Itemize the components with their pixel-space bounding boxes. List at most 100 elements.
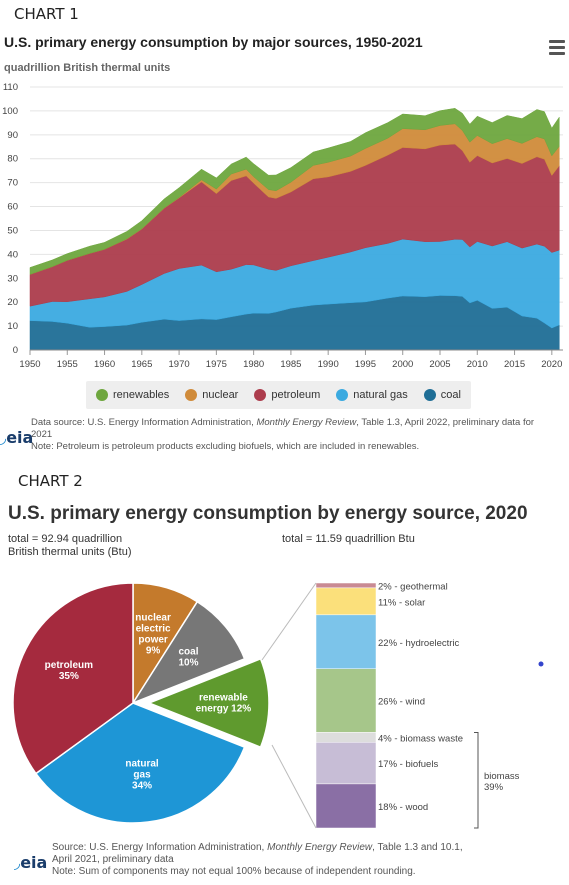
bar-segment-label: 17% - biofuels: [378, 759, 438, 770]
connector-line-bottom: [271, 744, 317, 829]
pie-slice-renewable-energy: [146, 657, 270, 749]
y-tick-label: 90: [7, 130, 18, 141]
pie-label: natural: [125, 758, 159, 769]
eia-logo: ◞eia: [0, 428, 34, 447]
legend-item-nuclear[interactable]: nuclear: [185, 389, 238, 401]
x-tick-label: 2015: [504, 359, 525, 370]
legend-item-natural-gas[interactable]: natural gas: [336, 389, 408, 401]
y-tick-label: 40: [7, 249, 18, 260]
x-tick-label: 1950: [19, 359, 40, 370]
y-tick-label: 30: [7, 273, 18, 284]
eia-logo-2: ◞eia: [14, 853, 48, 872]
legend-label-coal: coal: [440, 389, 461, 401]
pie-label: gas: [133, 769, 151, 780]
bar-segment-biofuels: [315, 742, 377, 785]
y-tick-label: 20: [7, 297, 18, 308]
chart2-source-publication: Monthly Energy Review: [267, 842, 373, 853]
biomass-bracket: [474, 731, 479, 829]
y-tick-label: 60: [7, 202, 18, 213]
chart1-note: Note: Petroleum is petroleum products ex…: [31, 441, 420, 452]
bar-segment-label: 18% - wood: [378, 802, 428, 813]
petroleum-swatch: [254, 389, 267, 401]
y-tick-label: 80: [7, 154, 18, 165]
stray-dot: [538, 661, 544, 667]
x-tick-label: 1975: [206, 359, 227, 370]
chart2-source: Source: U.S. Energy Information Administ…: [52, 842, 552, 878]
pie-label: 10%: [178, 658, 198, 669]
x-tick-label: 2005: [429, 359, 450, 370]
bar-segment-label: 11% - solar: [378, 597, 425, 608]
chart2-source-suffix: , Table 1.3 and 10.1,: [372, 842, 463, 853]
bar-segment-geothermal: [315, 582, 377, 589]
legend-label-renewables: renewables: [113, 389, 170, 401]
pie-label: energy 12%: [196, 704, 252, 715]
bar-segment-label: 22% - hydroelectric: [378, 638, 460, 649]
x-tick-label: 1995: [355, 359, 376, 370]
total-left-line1: total = 92.94 quadrillion: [8, 533, 123, 545]
y-tick-label: 10: [7, 321, 18, 332]
chart1-title: U.S. primary energy consumption by major…: [4, 34, 423, 50]
pie-label: power: [138, 634, 168, 645]
x-tick-label: 2000: [392, 359, 413, 370]
biomass-percent: 39%: [484, 782, 504, 793]
legend-item-petroleum[interactable]: petroleum: [254, 389, 320, 401]
chart1-source-prefix: Data source: U.S. Energy Information Adm…: [31, 417, 257, 428]
pie-label: nuclear: [135, 612, 171, 623]
y-tick-label: 50: [7, 225, 18, 236]
chart1-source-year: 2021: [31, 429, 53, 440]
x-tick-label: 1990: [318, 359, 339, 370]
hamburger-menu-icon[interactable]: [549, 40, 565, 58]
bar-segment-label: 2% - geothermal: [378, 581, 448, 592]
chart2-source-prefix: Source: U.S. Energy Information Administ…: [52, 842, 268, 853]
legend-item-renewables[interactable]: renewables: [96, 389, 169, 401]
bar-segment-label: 4% - biomass waste: [378, 733, 463, 744]
area-series-renewables: [29, 108, 560, 275]
chart1-source-suffix: , Table 1.3, April 2022, preliminary dat…: [356, 417, 535, 428]
y-tick-label: 100: [2, 106, 18, 117]
chart2-total-left: total = 92.94 quadrillion British therma…: [8, 533, 131, 559]
pie-label: coal: [178, 647, 198, 658]
pie-label: renewable: [199, 693, 248, 704]
chart2-source-line2: April 2021, preliminary data: [52, 854, 174, 865]
x-tick-label: 1970: [169, 359, 190, 370]
pie-label: 9%: [146, 645, 161, 656]
y-tick-label: 0: [13, 345, 18, 356]
chart2-label: CHART 2: [18, 472, 83, 490]
chart1-source-publication: Monthly Energy Review: [256, 417, 357, 428]
bar-segment-hydroelectric: [315, 614, 377, 669]
pie-slice-petroleum: [12, 582, 134, 775]
x-tick-label: 1955: [57, 359, 78, 370]
chart1-legend: renewables nuclear petroleum natural gas…: [86, 381, 471, 409]
pie-slice-coal: [131, 600, 246, 705]
x-tick-label: 1965: [131, 359, 152, 370]
bar-segment-solar: [315, 587, 377, 616]
bar-segment-wind: [315, 668, 377, 733]
legend-item-coal[interactable]: coal: [423, 389, 461, 401]
renewables-swatch: [96, 389, 108, 401]
chart2-total-right: total = 11.59 quadrillion Btu: [282, 533, 415, 545]
x-tick-label: 1980: [243, 359, 264, 370]
bar-segment-wood: [315, 783, 377, 829]
chart1-source: Data source: U.S. Energy Information Adm…: [31, 417, 551, 453]
pie-label: petroleum: [45, 660, 93, 671]
x-tick-label: 1960: [94, 359, 115, 370]
bar-segment-label: 26% - wind: [378, 697, 425, 708]
natural-gas-swatch: [336, 389, 349, 401]
legend-label-petroleum: petroleum: [271, 389, 321, 401]
x-tick-label: 2010: [467, 359, 488, 370]
pie-label: 35%: [59, 671, 79, 682]
connector-line-top: [261, 582, 317, 661]
chart1-label: CHART 1: [14, 5, 79, 23]
legend-label-natural-gas: natural gas: [353, 389, 408, 401]
legend-label-nuclear: nuclear: [202, 389, 239, 401]
pie-label: 34%: [132, 780, 152, 791]
total-left-line2: British thermal units (Btu): [8, 546, 132, 558]
x-tick-label: 2020: [541, 359, 562, 370]
x-tick-label: 1985: [280, 359, 301, 370]
chart1-area-plot: 0 10 20 30 40 50 60 70 80 90 100 110 1950 1955 1960 196…: [2, 82, 563, 370]
y-tick-label: 110: [3, 82, 18, 93]
nuclear-swatch: [185, 389, 198, 401]
pie-slice-natural-gas: [34, 702, 246, 824]
biomass-label: biomass: [484, 771, 520, 782]
